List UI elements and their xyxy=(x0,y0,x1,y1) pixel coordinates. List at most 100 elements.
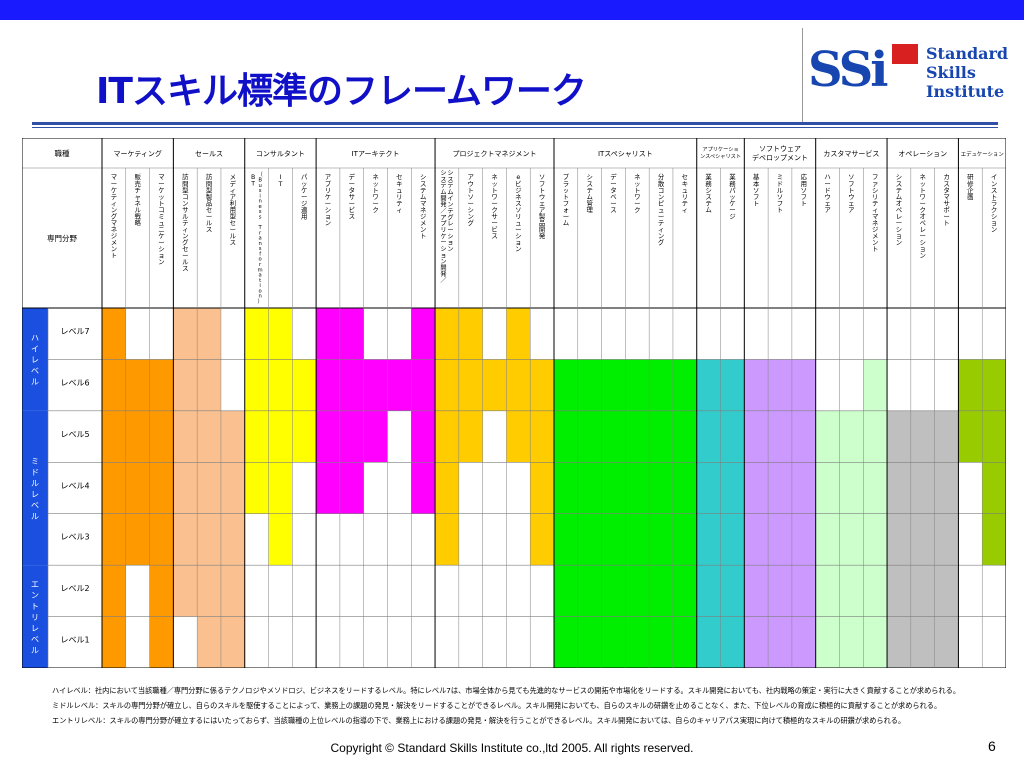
svg-text:製: 製 xyxy=(206,192,213,201)
logo-red-box xyxy=(892,44,918,64)
svg-text:シ: シ xyxy=(920,239,926,247)
job-header-1: セールス xyxy=(195,150,223,158)
svg-text:ジ: ジ xyxy=(729,212,736,220)
svg-text:ト: ト xyxy=(991,193,997,201)
level-label: レベル1 xyxy=(60,636,89,645)
svg-text:ラ: ラ xyxy=(991,199,997,207)
svg-text:ー: ー xyxy=(610,180,616,188)
svg-text:ョ: ョ xyxy=(515,239,521,247)
svg-text:開: 開 xyxy=(539,225,545,233)
logo-line-3: Institute xyxy=(926,82,1005,101)
svg-text:リ: リ xyxy=(325,186,331,194)
svg-text:ィ: ィ xyxy=(182,225,188,233)
svg-text:ベ: ベ xyxy=(31,367,39,376)
svg-text:テ: テ xyxy=(586,186,592,194)
svg-text:ン: ン xyxy=(991,225,997,233)
svg-text:コ: コ xyxy=(182,193,188,201)
svg-text:I: I xyxy=(279,173,281,181)
svg-text:開: 開 xyxy=(440,265,446,272)
svg-text:シ: シ xyxy=(325,206,331,214)
svg-text:ベ: ベ xyxy=(610,193,616,201)
svg-text:ト: ト xyxy=(872,245,878,253)
svg-text:グ: グ xyxy=(658,238,665,247)
svg-text:ジ: ジ xyxy=(515,186,522,194)
svg-text:ー: ー xyxy=(920,232,926,240)
svg-text:ュ: ュ xyxy=(658,206,664,214)
svg-text:ク: ク xyxy=(991,206,997,214)
svg-text:型: 型 xyxy=(230,211,237,220)
svg-text:サ: サ xyxy=(943,199,949,207)
svg-text:n: n xyxy=(258,199,261,205)
svg-text:レ: レ xyxy=(31,490,39,499)
svg-text:用: 用 xyxy=(230,206,236,214)
svg-text:業: 業 xyxy=(729,172,736,181)
svg-text:テ: テ xyxy=(896,186,902,194)
svg-text:ィ: ィ xyxy=(658,225,664,233)
svg-text:ッ: ッ xyxy=(563,186,569,194)
svg-text:セ: セ xyxy=(396,173,402,181)
svg-text:プ: プ xyxy=(325,180,332,188)
logo-line-1: Standard xyxy=(926,44,1009,63)
svg-text:ン: ン xyxy=(111,245,117,253)
svg-text:ャ: ャ xyxy=(134,193,140,201)
svg-text:ケ: ケ xyxy=(325,193,331,201)
svg-text:ウ: ウ xyxy=(468,180,474,188)
svg-text:レ: レ xyxy=(896,212,902,220)
svg-text:メ: メ xyxy=(420,219,426,227)
header-specialty-label: 専門分野 xyxy=(47,233,77,243)
svg-text:ン: ン xyxy=(658,193,664,201)
svg-text:ィ: ィ xyxy=(111,199,117,207)
svg-text:ー: ー xyxy=(468,199,474,207)
svg-text:セ: セ xyxy=(682,173,688,181)
svg-text:ス: ス xyxy=(420,180,426,188)
svg-text:ン: ン xyxy=(111,206,117,214)
svg-text:型: 型 xyxy=(182,185,189,194)
job-header-6: ンスペシャリスト xyxy=(700,153,741,160)
svg-text:n: n xyxy=(258,294,261,300)
skill-level-fill xyxy=(887,410,911,668)
svg-text:レ: レ xyxy=(31,624,39,633)
svg-text:シ: シ xyxy=(515,232,521,240)
svg-text:ァ: ァ xyxy=(872,180,878,188)
level-label: レベル5 xyxy=(60,430,89,439)
svg-text:T: T xyxy=(250,180,255,187)
svg-text:メ: メ xyxy=(872,232,878,240)
job-header-0: マーケティング xyxy=(113,149,161,158)
svg-text:ッ: ッ xyxy=(491,180,497,188)
svg-text:ー: ー xyxy=(634,199,640,207)
svg-text:務: 務 xyxy=(705,179,712,188)
svg-text:ョ: ョ xyxy=(896,232,902,240)
svg-text:研: 研 xyxy=(967,173,974,181)
svg-text:フ: フ xyxy=(848,180,854,188)
level-label: レベル3 xyxy=(60,533,89,542)
svg-text:ネ: ネ xyxy=(634,173,640,181)
svg-text:ム: ム xyxy=(420,193,426,201)
svg-text:シ: シ xyxy=(468,206,474,214)
svg-text:セ: セ xyxy=(206,206,212,214)
svg-text:ィ: ィ xyxy=(230,186,236,194)
svg-text:ー: ー xyxy=(440,240,446,247)
svg-text:ス: ス xyxy=(610,206,616,214)
svg-text:ネ: ネ xyxy=(134,199,140,207)
svg-text:リ: リ xyxy=(682,193,688,201)
svg-text:プ: プ xyxy=(563,173,570,181)
svg-text:ネ: ネ xyxy=(111,225,117,233)
svg-text:ョ: ョ xyxy=(440,252,446,259)
svg-text:ー: ー xyxy=(158,239,164,247)
svg-text:シ: シ xyxy=(991,212,997,220)
svg-text:発: 発 xyxy=(440,201,447,209)
svg-text:売: 売 xyxy=(134,179,141,188)
svg-text:ア: ア xyxy=(848,206,854,214)
svg-text:セ: セ xyxy=(230,219,236,227)
svg-text:／: ／ xyxy=(440,208,446,215)
svg-text:シ: シ xyxy=(440,246,446,253)
svg-text:テ: テ xyxy=(182,219,188,227)
svg-text:本: 本 xyxy=(753,179,760,188)
svg-text:ン: ン xyxy=(447,202,453,209)
svg-text:s: s xyxy=(259,214,262,220)
